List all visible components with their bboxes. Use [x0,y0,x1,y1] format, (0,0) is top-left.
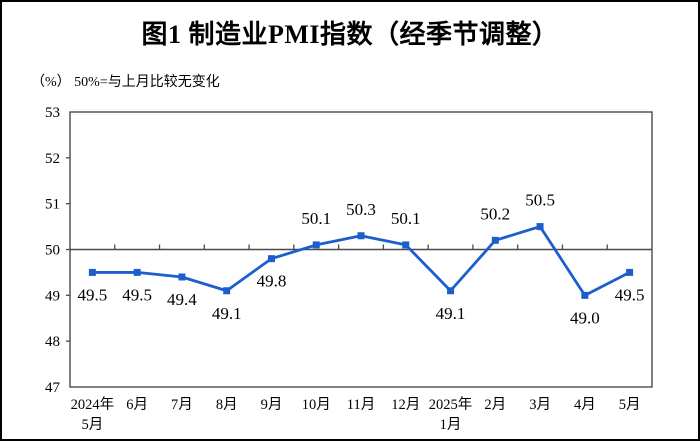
svg-text:50.3: 50.3 [346,200,376,219]
svg-text:10月: 10月 [302,397,331,413]
svg-text:53: 53 [45,105,60,121]
svg-text:52: 52 [45,151,60,167]
svg-text:50.1: 50.1 [301,209,331,228]
svg-text:49.5: 49.5 [615,285,645,304]
svg-text:50.5: 50.5 [525,191,555,210]
data-point-labels: 49.5 49.5 49.4 49.1 49.8 50.1 50.3 50.1 49.1 50.2… [78,191,645,328]
y-axis: 47 48 49 50 51 52 53 [45,105,70,396]
axis-unit-note: （%） 50%=与上月比较无变化 [31,75,220,90]
svg-text:51: 51 [45,197,60,213]
svg-text:11月: 11月 [347,397,375,413]
svg-text:49.5: 49.5 [78,285,108,304]
svg-text:49: 49 [45,288,60,304]
chart-title: 图1 制造业PMI指数（经季节调整） [141,20,559,49]
svg-text:48: 48 [45,334,60,350]
svg-text:49.1: 49.1 [436,304,466,323]
svg-text:7月: 7月 [171,397,193,413]
data-point-markers [88,223,634,299]
svg-text:4月: 4月 [574,397,596,413]
svg-text:50: 50 [45,243,60,259]
svg-text:49.5: 49.5 [122,285,152,304]
svg-text:9月: 9月 [261,397,283,413]
svg-text:5月: 5月 [619,397,641,413]
svg-text:47: 47 [45,380,61,396]
svg-text:49.1: 49.1 [212,304,242,323]
svg-text:2月: 2月 [484,397,506,413]
x-axis: 2024年 5月 6月 7月 8月 9月 10月 11月 12月 2025年 1月 2月 3月 4月 5月 [71,396,641,433]
svg-text:49.0: 49.0 [570,308,600,327]
svg-text:6月: 6月 [126,397,148,413]
svg-text:49.4: 49.4 [167,290,197,309]
svg-text:49.8: 49.8 [257,272,287,291]
svg-text:8月: 8月 [216,397,238,413]
svg-text:50.2: 50.2 [480,204,510,223]
reference-line-50 [70,244,652,251]
svg-text:12月: 12月 [391,397,420,413]
svg-text:3月: 3月 [529,397,551,413]
svg-text:50.1: 50.1 [391,209,421,228]
